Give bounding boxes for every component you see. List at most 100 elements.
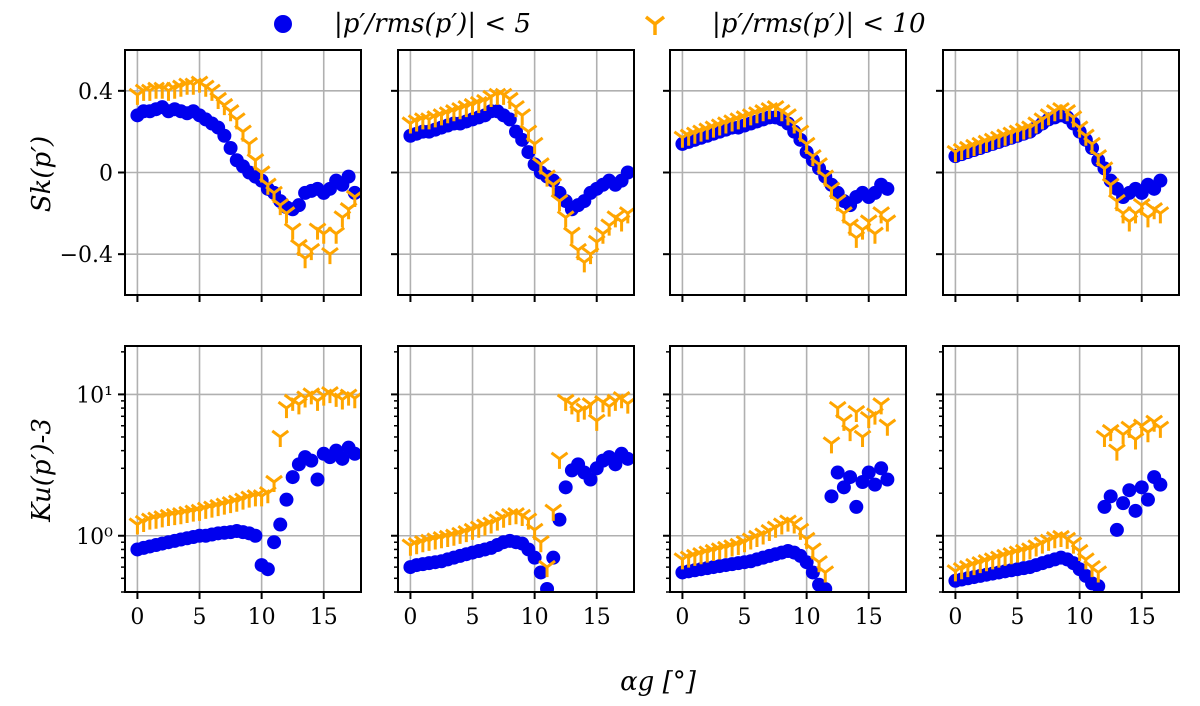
x-tick-label: 15 xyxy=(583,605,611,630)
orange-point xyxy=(327,226,346,244)
series-group-ku-2 xyxy=(401,391,634,592)
panel-sk-1: 0.4 0 −0.4 xyxy=(60,49,362,302)
panel-ku-1: 0 5 10 15 10⁰ 10¹ xyxy=(76,345,362,630)
orange-point xyxy=(1101,177,1120,195)
x-tick-label: 0 xyxy=(130,605,144,630)
blue-point xyxy=(861,465,876,480)
blue-point xyxy=(1091,579,1106,592)
orange-point xyxy=(587,413,606,431)
orange-point xyxy=(345,391,361,409)
ylabel-top: Sk(p′) xyxy=(27,136,57,212)
blue-point xyxy=(1153,477,1168,492)
legend-item-blue: |p′/rms(p′)| < 5 xyxy=(268,4,531,44)
blue-point xyxy=(824,489,839,504)
orange-point xyxy=(822,436,841,454)
blue-point xyxy=(546,173,561,188)
blue-circle-marker-icon xyxy=(274,15,292,33)
blue-point xyxy=(310,472,325,487)
orange-point xyxy=(240,136,259,154)
orange-point xyxy=(283,222,302,240)
orange-point xyxy=(265,474,283,493)
orange-point xyxy=(816,565,835,583)
blue-point xyxy=(849,499,864,514)
blue-point xyxy=(335,451,350,466)
series-group-sk-2 xyxy=(401,87,634,273)
panel-sk-3 xyxy=(663,49,907,302)
blue-point xyxy=(620,165,634,180)
panel-sk-4 xyxy=(936,49,1180,302)
series-group-ku-3 xyxy=(673,397,897,592)
orange-point xyxy=(544,503,563,521)
blue-point xyxy=(248,528,263,543)
blue-point xyxy=(1103,489,1118,504)
x-tick-label: 5 xyxy=(738,605,752,630)
blue-point xyxy=(830,465,845,480)
panel-ku-4: 0 5 10 15 xyxy=(936,345,1180,630)
blue-point xyxy=(558,480,573,495)
panel-sk-2 xyxy=(391,49,635,302)
blue-point xyxy=(515,132,530,147)
blue-point xyxy=(836,480,851,495)
series-group-sk-1 xyxy=(128,75,361,269)
blue-point xyxy=(799,555,814,570)
orange-point xyxy=(544,177,563,195)
x-tick-label: 5 xyxy=(466,605,480,630)
blue-point xyxy=(279,492,294,507)
x-tick-label: 5 xyxy=(1011,605,1025,630)
legend: |p′/rms(p′)| < 5 |p′/rms(p′)| < 10 xyxy=(0,4,1200,44)
orange-point xyxy=(321,246,339,265)
blue-point xyxy=(285,470,300,485)
orange-point xyxy=(1151,420,1170,438)
orange-point xyxy=(302,242,321,261)
orange-point xyxy=(1089,565,1108,583)
blue-point xyxy=(217,128,232,143)
legend-label-blue: |p′/rms(p′)| < 5 xyxy=(334,9,531,39)
orange-point xyxy=(1151,206,1170,224)
series-group-ku-4 xyxy=(946,414,1170,592)
y-tick-label: 0 xyxy=(99,162,113,187)
orange-point xyxy=(345,189,361,207)
x-tick-label: 10 xyxy=(248,605,276,630)
orange-point xyxy=(277,206,296,224)
blue-point xyxy=(805,565,820,580)
orange-point xyxy=(271,429,290,447)
y-tick-label: 10¹ xyxy=(76,383,113,408)
orange-point xyxy=(866,226,884,244)
blue-point xyxy=(1109,522,1124,537)
orange-point xyxy=(1095,161,1114,179)
ylabel-bottom: Ku(p′)-3 xyxy=(27,418,57,523)
x-tick-label: 10 xyxy=(1066,605,1094,630)
blue-point xyxy=(304,453,319,468)
blue-point xyxy=(843,470,858,485)
blue-point xyxy=(880,181,895,196)
legend-label-orange: |p′/rms(p′)| < 10 xyxy=(712,9,926,39)
x-tick-label: 0 xyxy=(948,605,962,630)
blue-point xyxy=(546,550,561,565)
x-tick-label: 0 xyxy=(403,605,417,630)
blue-point xyxy=(1134,480,1149,495)
blue-point xyxy=(521,145,536,160)
blue-point xyxy=(880,472,895,487)
xlabel: αg [°] xyxy=(620,667,697,697)
orange-point xyxy=(872,397,891,415)
orange-point xyxy=(550,451,569,469)
axes-frame xyxy=(124,345,362,593)
x-tick-label: 0 xyxy=(675,605,689,630)
x-tick-label: 10 xyxy=(793,605,821,630)
orange-point xyxy=(525,136,544,154)
blue-point xyxy=(867,477,882,492)
blue-point xyxy=(527,550,542,565)
blue-point xyxy=(1140,492,1155,507)
orange-point xyxy=(556,210,575,228)
orange-point xyxy=(618,206,634,224)
orange-point xyxy=(1101,423,1120,442)
y-tick-label: −0.4 xyxy=(60,243,113,268)
x-tick-label: 5 xyxy=(193,605,207,630)
x-tick-label: 15 xyxy=(1128,605,1156,630)
blue-point xyxy=(223,141,238,155)
series-group-ku-1 xyxy=(128,385,361,577)
series-group-sk-4 xyxy=(946,102,1170,232)
blue-point xyxy=(1116,496,1131,511)
blue-point xyxy=(341,169,356,184)
blue-point xyxy=(874,461,889,476)
